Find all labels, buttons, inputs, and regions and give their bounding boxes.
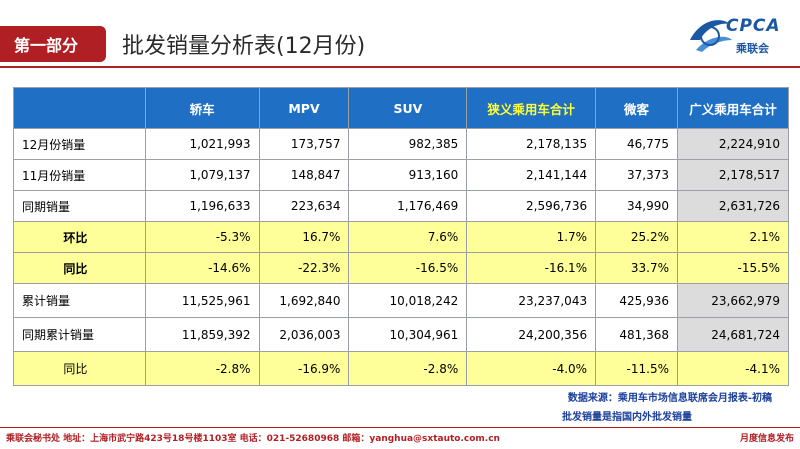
table-row: 同比 -14.6% -22.3% -16.5% -16.1% 33.7% -15… [13,252,790,284]
table-row: 同期销量 1,196,633 223,634 1,176,469 2,596,7… [13,190,790,222]
table-cell: 11,525,961 [144,283,260,318]
table-cell: 913,160 [348,159,468,191]
table-cell: 23,237,043 [466,283,597,318]
row-label: 环比 [13,221,146,253]
table-cell: 1.7% [466,221,597,253]
table-cell: -5.3% [144,221,260,253]
logo-text: CPCA [726,16,781,36]
header-corner [13,87,146,129]
header-broad-total: 广义乘用车合计 [676,87,790,129]
table-cell: 481,368 [595,317,678,352]
table-row: 同比 -2.8% -16.9% -2.8% -4.0% -11.5% -4.1% [13,351,790,386]
header-sedan: 轿车 [144,87,260,129]
table-cell: 10,304,961 [348,317,468,352]
table-row: 环比 -5.3% 16.7% 7.6% 1.7% 25.2% 2.1% [13,221,790,253]
row-label: 同比 [13,252,146,284]
table-cell: 2,141,144 [466,159,597,191]
table-cell: 2,036,003 [258,317,350,352]
table-cell: -4.0% [466,351,597,386]
table-cell: 7.6% [348,221,468,253]
table-cell: 2,178,517 [676,159,790,191]
header-suv: SUV [348,87,468,129]
row-label: 11月份销量 [13,159,146,191]
table-row: 12月份销量 1,021,993 173,757 982,385 2,178,1… [13,128,790,160]
table-cell: -2.8% [348,351,468,386]
row-label: 同期销量 [13,190,146,222]
table-cell: -14.6% [144,252,260,284]
table-cell: 148,847 [258,159,350,191]
table-cell: 1,079,137 [144,159,260,191]
table-cell: -11.5% [595,351,678,386]
table-row: 累计销量 11,525,961 1,692,840 10,018,242 23,… [13,283,790,318]
definition-note: 批发销量是指国内外批发销量 [562,412,692,423]
table-cell: 37,373 [595,159,678,191]
title-divider [0,66,800,68]
table-cell: 223,634 [258,190,350,222]
row-label: 同期累计销量 [13,317,146,352]
header-narrow-total: 狭义乘用车合计 [466,87,597,129]
table-cell: -4.1% [676,351,790,386]
table-cell: -2.8% [144,351,260,386]
table-cell: 1,692,840 [258,283,350,318]
footer-contact: 乘联会秘书处 地址：上海市武宁路423号18号楼1103室 电话：021-526… [6,434,500,444]
table-cell: 2,596,736 [466,190,597,222]
table-cell: 173,757 [258,128,350,160]
cpca-logo-icon [690,20,732,52]
table-cell: 425,936 [595,283,678,318]
section-tab: 第一部分 [0,26,106,62]
logo-subtext: 乘联会 [736,42,769,55]
section-label: 第一部分 [14,36,79,55]
table-header-row: 轿车 MPV SUV 狭义乘用车合计 微客 广义乘用车合计 [13,87,790,129]
footer-divider [0,427,800,428]
header-minivan: 微客 [595,87,678,129]
table-cell: -15.5% [676,252,790,284]
row-label: 12月份销量 [13,128,146,160]
table-cell: 24,200,356 [466,317,597,352]
table-cell: 24,681,724 [676,317,790,352]
table-cell: 23,662,979 [676,283,790,318]
table-row: 同期累计销量 11,859,392 2,036,003 10,304,961 2… [13,317,790,352]
table-cell: -22.3% [258,252,350,284]
header-mpv: MPV [258,87,350,129]
table-cell: 982,385 [348,128,468,160]
table-cell: 33.7% [595,252,678,284]
table-cell: 1,021,993 [144,128,260,160]
table-cell: 25.2% [595,221,678,253]
table-cell: -16.1% [466,252,597,284]
table-cell: 1,176,469 [348,190,468,222]
table-cell: 34,990 [595,190,678,222]
table-cell: -16.9% [258,351,350,386]
table-cell: 46,775 [595,128,678,160]
footer-release: 月度信息发布 [739,434,794,444]
data-source-note: 数据来源：乘用车市场信息联席会月报表-初稿 [567,393,772,404]
table-cell: 1,196,633 [144,190,260,222]
row-label: 累计销量 [13,283,146,318]
table-cell: 2,224,910 [676,128,790,160]
page-title: 批发销量分析表(12月份) [122,34,366,59]
table-cell: 2,631,726 [676,190,790,222]
table-cell: 11,859,392 [144,317,260,352]
table-cell: 2,178,135 [466,128,597,160]
sales-table: 轿车 MPV SUV 狭义乘用车合计 微客 广义乘用车合计 12月份销量 1,0… [13,87,790,386]
table-cell: 16.7% [258,221,350,253]
table-row: 11月份销量 1,079,137 148,847 913,160 2,141,1… [13,159,790,191]
table-cell: -16.5% [348,252,468,284]
table-cell: 10,018,242 [348,283,468,318]
row-label: 同比 [13,351,146,386]
table-cell: 2.1% [676,221,790,253]
